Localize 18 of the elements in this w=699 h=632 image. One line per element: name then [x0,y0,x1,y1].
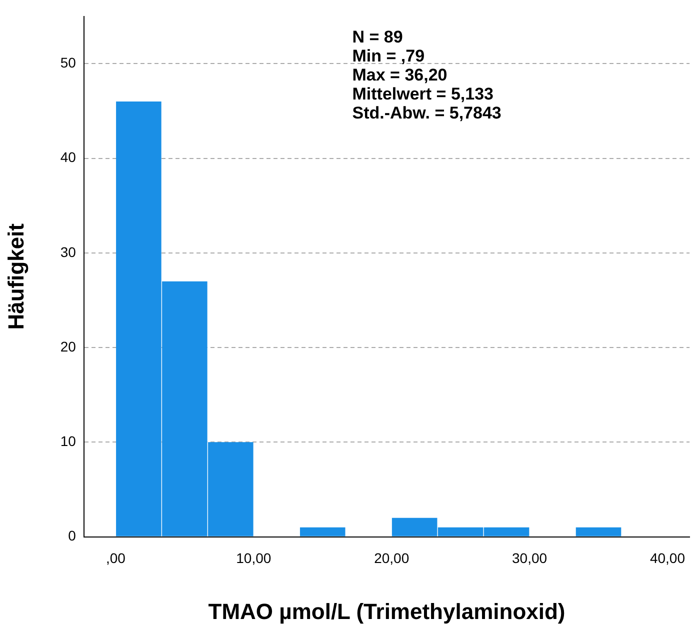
y-tick-label: 0 [68,528,76,544]
annotation: Max = 36,20 [352,66,448,85]
y-tick-label: 30 [60,244,76,260]
y-tick-label: 40 [60,149,76,166]
annotation: Std.-Abw. = 5,7843 [352,104,502,123]
x-tick-label: 10,00 [236,550,272,566]
x-tick-label: ,00 [106,550,126,566]
x-tick-label: 30,00 [512,550,548,566]
annotation: N = 89 [352,28,403,47]
x-tick-label: 40,00 [650,550,686,566]
x-axis-title: TMAO µmol/L (Trimethylaminoxid) [208,598,566,624]
y-tick-label: 50 [60,54,76,71]
y-tick-label: 10 [60,433,76,450]
y-tick-label: 20 [60,338,76,354]
y-axis-title: Häufigkeit [3,222,28,330]
x-tick-label: 20,00 [374,550,410,566]
annotation: Min = ,79 [352,46,425,66]
annotation: Mittelwert = 5,133 [352,84,494,104]
